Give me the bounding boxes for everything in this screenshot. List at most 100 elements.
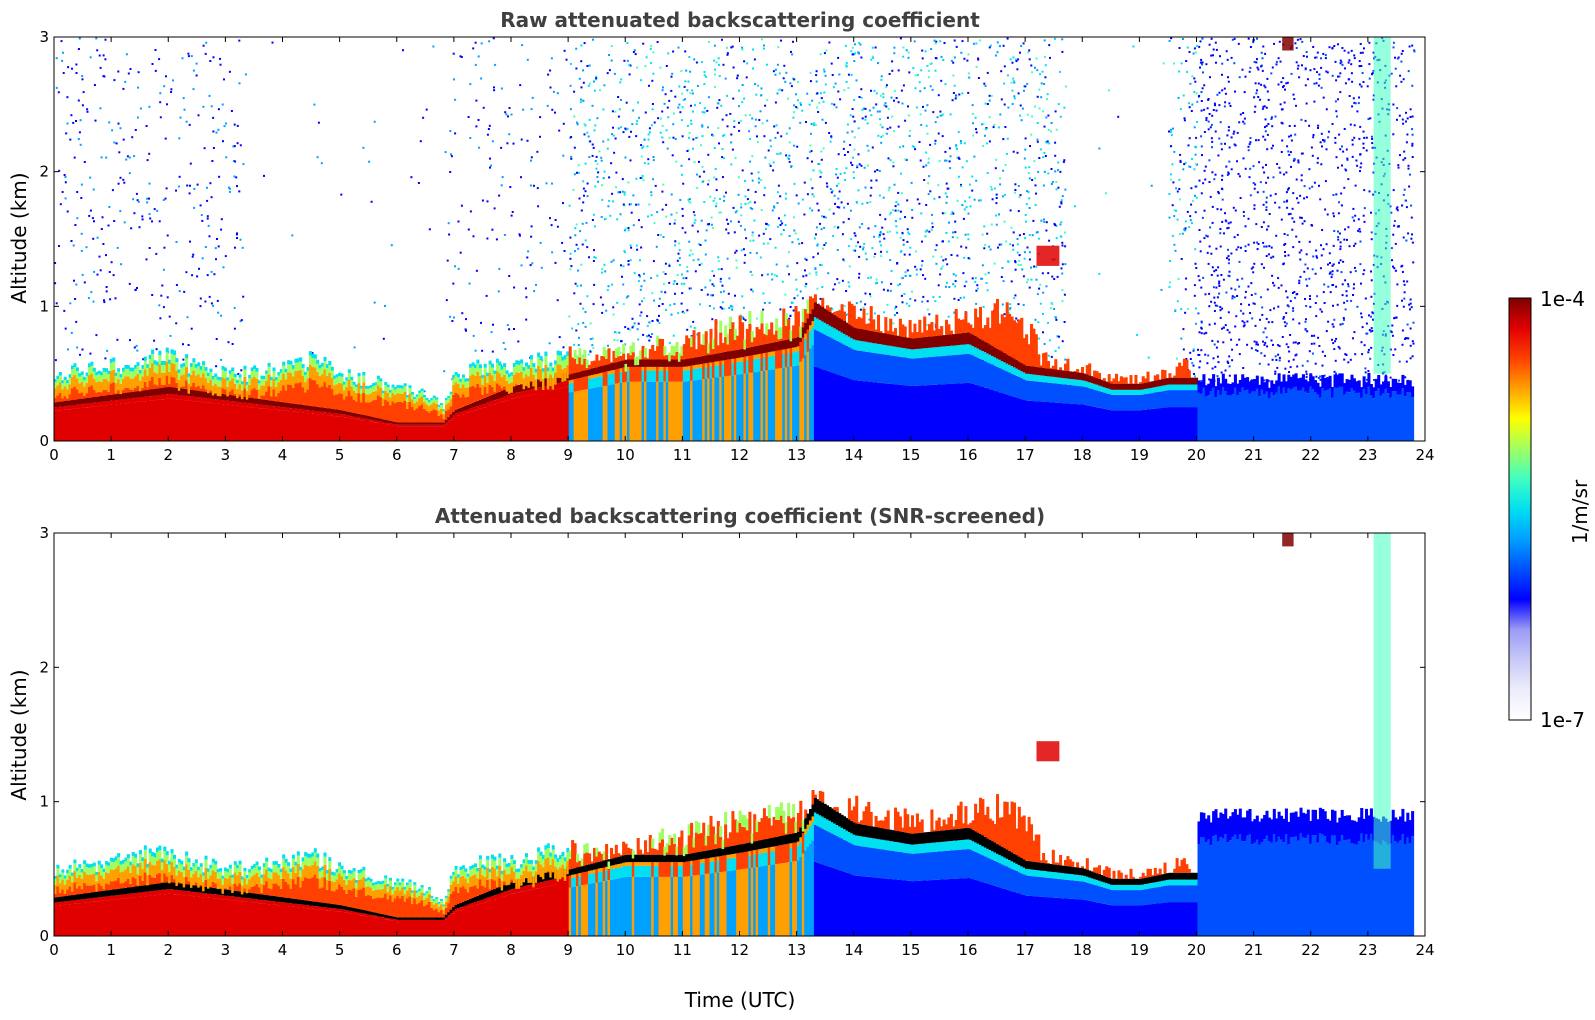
noise-pixel [722,157,725,160]
layer-cell [255,404,259,408]
noise-pixel [1265,181,1268,184]
noise-pixel [690,104,692,107]
noise-pixel [584,162,587,165]
layer-cell [301,412,305,441]
noise-pixel [520,138,523,141]
noise-pixel [1043,125,1046,128]
noise-pixel [805,121,807,123]
noise-pixel [1324,208,1327,211]
layer-cell [194,364,198,368]
noise-pixel [783,214,786,217]
layer-cell [204,391,208,399]
noise-pixel [1182,168,1185,171]
noise-pixel [1177,277,1180,280]
noise-pixel [1347,78,1350,81]
noise-pixel [1411,115,1414,118]
noise-pixel [746,62,749,65]
noise-pixel [733,120,736,123]
layer-cell [418,405,422,423]
noise-pixel [1394,56,1396,59]
noise-pixel [683,311,686,314]
noise-pixel [685,277,688,280]
noise-pixel [846,123,849,126]
layer-cell [80,374,84,382]
noise-pixel [202,105,205,108]
noise-pixel [1353,283,1355,286]
noise-pixel [1017,58,1020,61]
noise-pixel [938,196,941,199]
noise-pixel [843,89,846,92]
noise-pixel [1256,191,1259,194]
noise-pixel [588,256,590,259]
noise-pixel [1283,233,1286,235]
layer-cell [54,382,58,389]
noise-pixel [978,199,981,202]
noise-pixel [1194,80,1197,83]
noise-pixel [881,226,884,229]
layer-cell [260,399,264,405]
noise-pixel [1178,47,1181,49]
noise-pixel [731,306,734,309]
noise-pixel [1169,260,1172,262]
layer-cell [364,421,368,441]
noise-pixel [71,67,73,70]
noise-pixel [932,255,935,258]
noise-pixel [546,104,549,107]
noise-pixel [103,75,106,78]
noise-pixel [1244,225,1247,228]
noise-pixel [726,257,729,260]
noise-pixel [721,156,724,159]
noise-pixel [940,255,943,258]
layer-cell [153,395,157,401]
layer-cell [243,402,247,407]
layer-cell [170,353,174,363]
layer-cell [391,425,395,441]
noise-pixel [486,133,489,136]
noise-pixel [616,301,619,304]
noise-pixel [119,176,122,179]
noise-pixel [622,203,625,206]
noise-pixel [1316,161,1319,164]
noise-pixel [506,142,509,145]
noise-pixel [880,141,883,144]
layer-cell [151,363,155,377]
noise-pixel [728,306,731,309]
noise-pixel [1219,306,1222,309]
layer-cell [267,362,271,367]
noise-pixel [831,189,834,192]
noise-pixel [765,227,767,230]
noise-pixel [482,106,485,109]
noise-pixel [843,140,846,143]
noise-pixel [1267,98,1270,101]
noise-pixel [811,193,814,196]
noise-pixel [760,87,763,90]
noise-pixel [788,141,791,144]
noise-pixel [189,240,191,243]
noise-pixel [1368,41,1371,44]
layer-cell [126,365,130,369]
layer-cell [330,415,334,441]
noise-pixel [623,193,626,196]
noise-pixel [931,213,933,216]
noise-pixel [695,136,698,139]
noise-pixel [1296,197,1298,200]
layer-cell [124,392,128,399]
layer-cell [403,424,407,427]
noise-pixel [1255,61,1258,64]
layer-cell [109,383,113,395]
layer-cell [95,392,99,397]
noise-pixel [1229,221,1232,224]
noise-pixel [1391,259,1393,262]
noise-pixel [1408,185,1411,188]
noise-pixel [954,285,957,288]
noise-pixel [796,107,799,110]
noise-pixel [1288,350,1291,353]
layer-cell [410,392,414,395]
layer-cell [240,390,244,400]
noise-pixel [1013,297,1016,300]
layer-cell [112,404,116,441]
noise-pixel [1319,378,1322,381]
noise-pixel [1359,263,1362,266]
layer-cell [357,383,361,394]
noise-pixel [876,110,879,113]
